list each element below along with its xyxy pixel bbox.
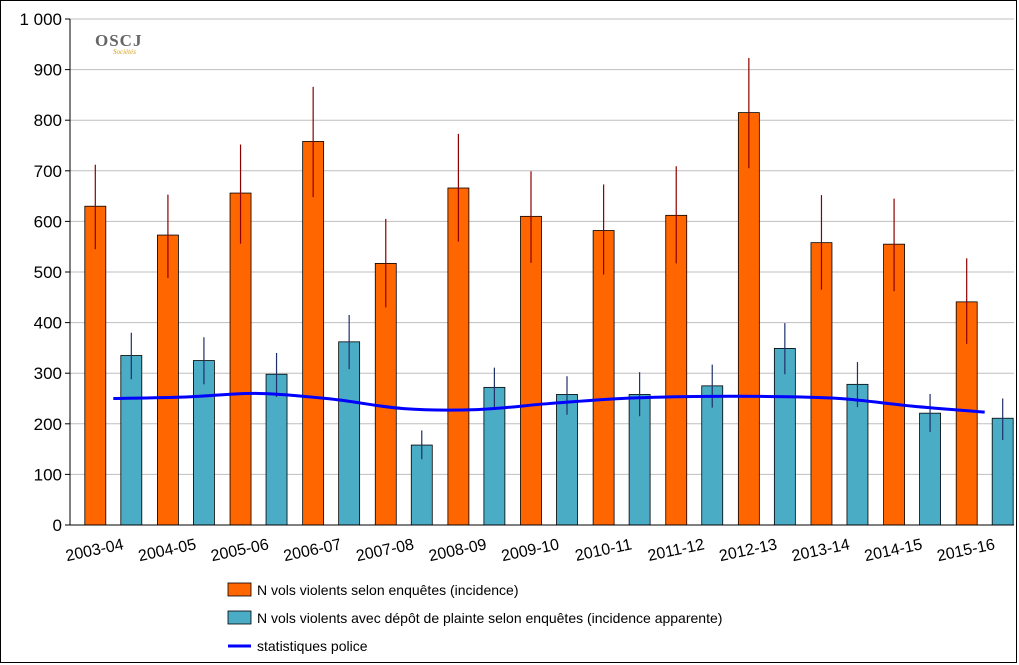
logo-name: OSCJ bbox=[95, 31, 142, 50]
bar-incidence bbox=[84, 205, 107, 526]
legend: N vols violents selon enquêtes (incidenc… bbox=[227, 582, 722, 654]
y-tick-label: 0 bbox=[53, 516, 62, 535]
y-axis: 0 100 200 300 400 500 600 700 800 900 1 000 bbox=[19, 10, 71, 535]
legend-swatch bbox=[227, 610, 252, 625]
police-line bbox=[113, 391, 985, 414]
x-tick-label: 2015-16 bbox=[936, 536, 997, 565]
y-tick-label: 500 bbox=[34, 263, 62, 282]
y-tick-label: 900 bbox=[34, 61, 62, 80]
x-tick-label: 2003-04 bbox=[64, 536, 125, 565]
y-tick-label: 700 bbox=[34, 162, 62, 181]
legend-label: N vols violents avec dépôt de plainte se… bbox=[257, 610, 722, 626]
x-tick-label: 2010-11 bbox=[574, 536, 634, 565]
x-tick-label: 2009-10 bbox=[500, 536, 561, 565]
x-tick-label: 2004-05 bbox=[137, 536, 198, 565]
error-bars bbox=[94, 57, 1004, 460]
bar-incidence-apparente bbox=[120, 355, 143, 526]
legend-label: statistiques police bbox=[257, 638, 368, 654]
x-tick-label: 2008-09 bbox=[427, 536, 488, 565]
x-axis: 2003-04 2004-05 2005-06 2006-07 2007-08 2008-… bbox=[64, 524, 1014, 565]
bars bbox=[84, 112, 1014, 526]
x-tick-label: 2013-14 bbox=[790, 536, 851, 565]
y-tick-label: 600 bbox=[34, 212, 62, 231]
x-tick-label: 2011-12 bbox=[646, 536, 706, 565]
x-tick-label: 2012-13 bbox=[718, 536, 779, 565]
x-tick-label: 2005-06 bbox=[209, 536, 270, 565]
y-tick-label: 1 000 bbox=[19, 10, 62, 29]
bar-incidence bbox=[737, 112, 760, 526]
bar-incidence-apparente bbox=[338, 341, 361, 526]
y-tick-label: 100 bbox=[34, 465, 62, 484]
legend-swatch bbox=[227, 582, 252, 597]
x-tick-label: 2014-15 bbox=[863, 536, 924, 565]
y-tick-label: 800 bbox=[34, 111, 62, 130]
oscj-logo: OSCJ Sociétés bbox=[95, 31, 142, 56]
x-tick-label: 2006-07 bbox=[282, 536, 343, 565]
logo-sub: Sociétés bbox=[113, 48, 136, 56]
y-tick-label: 200 bbox=[34, 415, 62, 434]
bar-incidence-apparente bbox=[193, 360, 215, 526]
bar-incidence-apparente bbox=[773, 348, 796, 526]
bar-incidence bbox=[592, 230, 615, 526]
bar-incidence bbox=[302, 141, 325, 526]
y-tick-label: 400 bbox=[34, 314, 62, 333]
x-tick-label: 2007-08 bbox=[355, 536, 416, 565]
bar-incidence bbox=[157, 234, 179, 526]
y-tick-label: 300 bbox=[34, 364, 62, 383]
legend-label: N vols violents selon enquêtes (incidenc… bbox=[257, 582, 518, 598]
police-line-path bbox=[113, 391, 985, 414]
